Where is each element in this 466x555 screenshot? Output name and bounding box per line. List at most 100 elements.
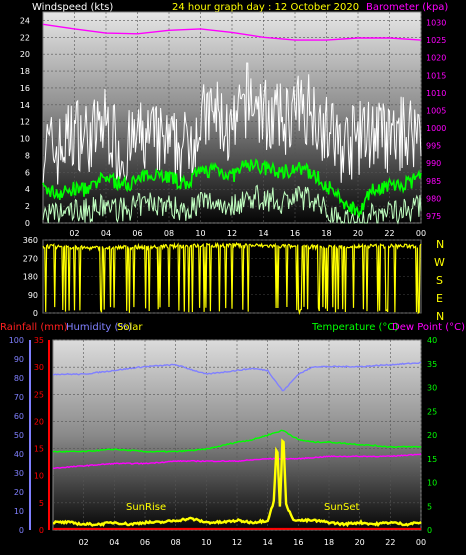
- compass-label-w: W: [434, 256, 445, 269]
- rainfall-axis-label: Rainfall (mm): [0, 322, 68, 333]
- time-tick-label: 10: [195, 229, 205, 238]
- barometer-tick-label: 990: [426, 159, 441, 168]
- climate-plot-area: [52, 339, 422, 531]
- rainfall-tick-label: 30: [34, 363, 44, 372]
- compass-label-e: E: [436, 292, 443, 305]
- sunrise-annotation: SunRise: [126, 502, 166, 513]
- x-axis-ticks-bottom: 02 04 06 08 10 12 14 16 18 20 22 00: [79, 538, 427, 547]
- dewpoint-axis-label: Dew Point (°C): [392, 322, 465, 333]
- barometer-tick-label: 1030: [426, 19, 446, 28]
- windspeed-tick-label: 18: [20, 67, 30, 76]
- humidity-tick-label: 10: [14, 507, 24, 516]
- windspeed-tick-label: 14: [20, 101, 30, 110]
- sunset-annotation: SunSet: [324, 502, 360, 513]
- rainfall-tick-label: 0: [39, 526, 44, 535]
- temperature-tick-label: 20: [427, 431, 437, 440]
- rainfall-axis: 0 5 10 15 20 25 30 35: [34, 336, 50, 535]
- time-tick-label-bottom: 14: [263, 538, 273, 547]
- windspeed-axis-label: Windspeed (kts): [32, 2, 113, 13]
- compass-label-s: S: [436, 274, 443, 287]
- time-tick-label: 02: [69, 229, 79, 238]
- time-tick-label: 12: [227, 229, 237, 238]
- humidity-tick-label: 20: [14, 488, 24, 497]
- time-tick-label-bottom: 18: [324, 538, 334, 547]
- barometer-axis: 975 980 985 990 995 1000 1005 1010 1015 1020 1025 1…: [426, 19, 446, 221]
- temperature-axis-label: Temperature (°C): [311, 322, 398, 333]
- dewpoint-series-line: [52, 453, 422, 470]
- temperature-tick-label: 10: [427, 479, 437, 488]
- humidity-tick-label: 90: [14, 355, 24, 364]
- barometer-tick-label: 980: [426, 194, 441, 203]
- humidity-axis-label: Humidity (%): [66, 322, 132, 333]
- wind-series: [42, 23, 422, 225]
- climate-grid: [53, 339, 422, 531]
- time-tick-label: 16: [290, 229, 300, 238]
- temperature-tick-label: 35: [427, 360, 437, 369]
- barometer-axis-label: Barometer (kpa): [366, 2, 448, 13]
- compass-labels: N W S E N: [434, 238, 445, 323]
- humidity-tick-label: 70: [14, 393, 24, 402]
- gust-series-line: [42, 62, 422, 186]
- barometer-tick-label: 1020: [426, 54, 446, 63]
- time-tick-label: 08: [164, 229, 174, 238]
- time-tick-label: 14: [258, 229, 268, 238]
- windspeed-tick-label: 4: [25, 185, 30, 194]
- windspeed-tick-label: 10: [20, 135, 30, 144]
- time-tick-label-bottom: 20: [355, 538, 365, 547]
- direction-tick-label: 270: [23, 254, 38, 263]
- humidity-tick-label: 50: [14, 431, 24, 440]
- time-tick-label-bottom: 00: [416, 538, 426, 547]
- time-tick-label-bottom: 12: [232, 538, 242, 547]
- barometer-tick-label: 995: [426, 142, 441, 151]
- time-tick-label: 22: [384, 229, 394, 238]
- direction-tick-label: 180: [23, 273, 38, 282]
- humidity-tick-label: 40: [14, 450, 24, 459]
- time-tick-label: 06: [132, 229, 142, 238]
- rainfall-tick-label: 35: [34, 336, 44, 345]
- x-axis-ticks: 02 04 06 08 10 12 14 16 18 20 22 00: [69, 229, 426, 238]
- barometer-series-line: [42, 23, 422, 41]
- time-tick-label: 04: [101, 229, 111, 238]
- temperature-tick-label: 25: [427, 407, 437, 416]
- temperature-tick-label: 15: [427, 455, 437, 464]
- humidity-tick-label: 80: [14, 374, 24, 383]
- rainfall-tick-label: 5: [39, 499, 44, 508]
- direction-series-line: [42, 241, 422, 316]
- average-series-line: [42, 158, 422, 219]
- barometer-tick-label: 1000: [426, 124, 446, 133]
- rainfall-tick-label: 10: [34, 472, 44, 481]
- direction-tick-label: 90: [28, 291, 38, 300]
- rainfall-tick-label: 25: [34, 390, 44, 399]
- temperature-tick-label: 5: [427, 502, 432, 511]
- windspeed-tick-label: 8: [25, 151, 30, 160]
- time-tick-label: 18: [321, 229, 331, 238]
- rainfall-tick-label: 20: [34, 417, 44, 426]
- humidity-tick-label: 100: [9, 336, 24, 345]
- barometer-tick-label: 985: [426, 177, 441, 186]
- windspeed-tick-label: 20: [20, 50, 30, 59]
- compass-label-n-bottom: N: [436, 310, 444, 323]
- windspeed-tick-label: 12: [20, 118, 30, 127]
- rainfall-tick-label: 15: [34, 445, 44, 454]
- compass-label-n-top: N: [436, 238, 444, 251]
- windspeed-tick-label: 24: [20, 16, 30, 25]
- time-tick-label-bottom: 22: [385, 538, 395, 547]
- windspeed-tick-label: 2: [25, 202, 30, 211]
- barometer-tick-label: 975: [426, 212, 441, 221]
- windspeed-tick-label: 6: [25, 168, 30, 177]
- windspeed-tick-label: 0: [25, 219, 30, 228]
- humidity-tick-label: 30: [14, 469, 24, 478]
- time-tick-label-bottom: 02: [79, 538, 89, 547]
- time-tick-label-bottom: 08: [171, 538, 181, 547]
- direction-series: [42, 241, 422, 316]
- temperature-tick-label: 30: [427, 384, 437, 393]
- direction-tick-label: 360: [23, 236, 38, 245]
- barometer-tick-label: 1005: [426, 106, 446, 115]
- humidity-series-line: [52, 361, 421, 392]
- chart-title: 24 hour graph day : 12 October 2020: [172, 2, 359, 13]
- climate-series: [52, 361, 422, 530]
- direction-axis: 0 90 180 270 360: [23, 236, 38, 318]
- humidity-tick-label: 0: [19, 526, 24, 535]
- temperature-series-line: [52, 429, 422, 453]
